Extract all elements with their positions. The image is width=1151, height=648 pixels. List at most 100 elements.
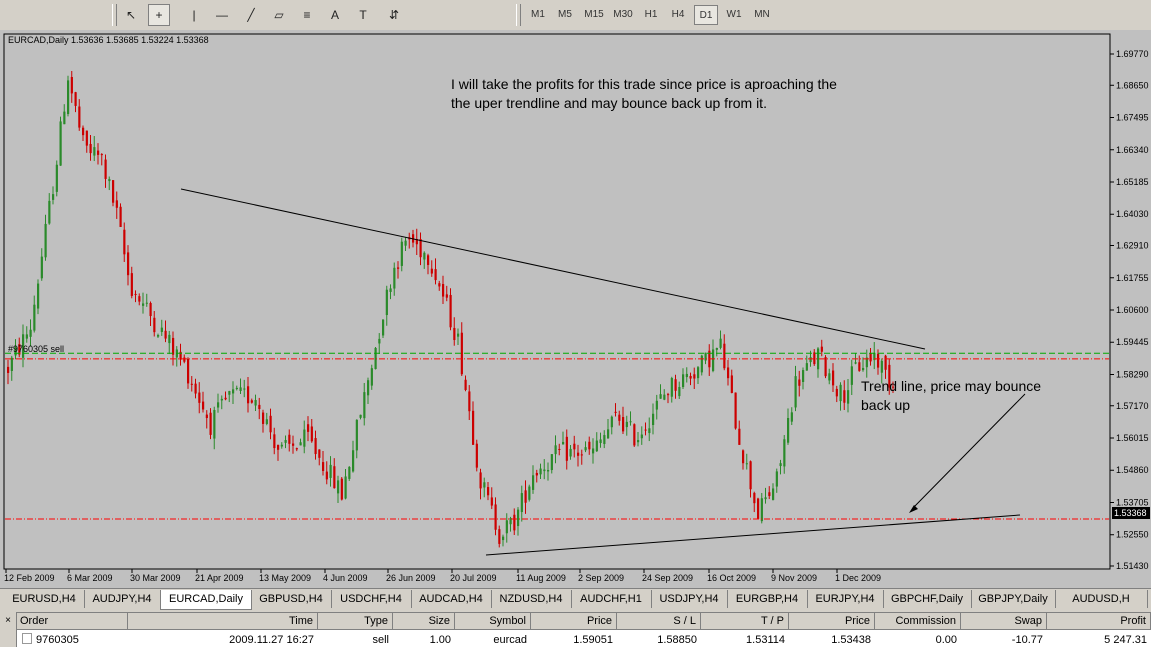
text-label-icon[interactable]: T: [359, 8, 367, 22]
timeframe-mn[interactable]: MN: [754, 9, 770, 20]
col-profit[interactable]: Profit: [1047, 613, 1151, 630]
col-tp[interactable]: T / P: [701, 613, 789, 630]
toolbar-grip[interactable]: [516, 4, 521, 26]
tab-audcad-h4[interactable]: AUDCAD,H4: [411, 590, 492, 608]
candle-body: [865, 357, 868, 368]
y-tick-label: 1.64030: [1116, 209, 1149, 219]
tab-usdjpy-h4[interactable]: USDJPY,H4: [651, 590, 728, 608]
chart-window[interactable]: EURCAD,Daily 1.53636 1.53685 1.53224 1.5…: [0, 30, 1151, 588]
candle-body: [539, 468, 542, 475]
candle-body: [483, 482, 486, 488]
y-tick-label: 1.51430: [1116, 561, 1149, 571]
candle-body: [528, 486, 531, 500]
candle-body: [723, 343, 726, 369]
candle-body: [558, 448, 561, 450]
upper-trendline[interactable]: [180, 188, 926, 350]
col-time[interactable]: Time: [128, 613, 318, 630]
col-swap[interactable]: Swap: [961, 613, 1047, 630]
x-tick-label: 20 Jul 2009: [450, 573, 497, 583]
tab-audjpy-h4[interactable]: AUDJPY,H4: [84, 590, 161, 608]
tab-audusd-h[interactable]: AUDUSD,H: [1055, 590, 1148, 608]
candle-body: [220, 398, 223, 401]
candle-body: [179, 351, 182, 360]
col-current-price[interactable]: Price: [789, 613, 875, 630]
timeframe-m5[interactable]: M5: [558, 9, 572, 20]
timeframe-h4[interactable]: H4: [671, 9, 685, 20]
timeframe-m30[interactable]: M30: [613, 9, 633, 20]
candle-body: [142, 303, 145, 306]
candle-body: [262, 412, 265, 424]
annotation-top-line2[interactable]: the uper trendline and may bounce back u…: [451, 95, 767, 111]
col-order[interactable]: Order: [16, 613, 128, 630]
timeframe-w1[interactable]: W1: [726, 9, 742, 20]
annotation-right-line2[interactable]: back up: [861, 397, 910, 413]
candle-body: [213, 409, 216, 439]
equidistant-channel-icon[interactable]: ▱: [274, 8, 284, 22]
col-symbol[interactable]: Symbol: [455, 613, 531, 630]
candles: [7, 70, 895, 548]
candle-body: [348, 467, 351, 479]
candle-body: [52, 194, 55, 200]
tab-eurjpy-h4[interactable]: EURJPY,H4: [807, 590, 884, 608]
timeframe-m15[interactable]: M15: [584, 9, 604, 20]
col-type[interactable]: Type: [318, 613, 393, 630]
toolbar-grip[interactable]: [112, 4, 117, 26]
order-symbol: eurcad: [493, 634, 527, 646]
col-size[interactable]: Size: [393, 613, 455, 630]
tab-eurcad-daily[interactable]: EURCAD,Daily: [160, 590, 252, 610]
order-icon: [22, 633, 32, 644]
cursor-icon[interactable]: ↖: [125, 8, 137, 22]
candle-body: [892, 386, 895, 388]
tab-eurgbp-h4[interactable]: EURGBP,H4: [727, 590, 808, 608]
arrows-icon[interactable]: ⇵: [388, 8, 400, 22]
tab-gbpusd-h4[interactable]: GBPUSD,H4: [251, 590, 332, 608]
terminal-close-icon[interactable]: ×: [0, 612, 17, 647]
candle-body: [832, 370, 835, 386]
candle-body: [232, 389, 235, 394]
horizontal-line-icon[interactable]: —: [216, 8, 228, 22]
candle-body: [378, 338, 381, 344]
price-chart[interactable]: EURCAD,Daily 1.53636 1.53685 1.53224 1.5…: [0, 30, 1151, 588]
col-commission[interactable]: Commission: [875, 613, 961, 630]
candle-body: [89, 143, 92, 154]
col-sl[interactable]: S / L: [617, 613, 701, 630]
tab-usdchf-h4[interactable]: USDCHF,H4: [331, 590, 412, 608]
tab-nzdusd-h4[interactable]: NZDUSD,H4: [491, 590, 572, 608]
candle-body: [468, 391, 471, 412]
tab-gbpchf-daily[interactable]: GBPCHF,Daily: [883, 590, 972, 608]
y-tick-label: 1.61755: [1116, 273, 1149, 283]
col-price[interactable]: Price: [531, 613, 617, 630]
annotation-right-line1[interactable]: Trend line, price may bounce: [861, 378, 1041, 394]
timeframe-h1[interactable]: H1: [644, 9, 658, 20]
trendline-icon[interactable]: ╱: [247, 8, 255, 22]
candle-body: [888, 364, 891, 388]
candle-body: [622, 417, 625, 432]
lower-trendline[interactable]: [485, 514, 1021, 556]
candle-body: [108, 179, 111, 182]
crosshair-icon[interactable]: +: [148, 4, 170, 26]
candle-body: [584, 447, 587, 451]
tab-gbpjpy-daily[interactable]: GBPJPY,Daily: [971, 590, 1056, 608]
candle-body: [828, 373, 831, 381]
vertical-line-icon[interactable]: |: [192, 8, 196, 22]
candle-body: [745, 463, 748, 465]
arrow-line[interactable]: [912, 393, 1026, 509]
candle-body: [880, 360, 883, 373]
timeframe-m1[interactable]: M1: [531, 9, 545, 20]
candle-body: [355, 419, 358, 451]
x-tick-label: 30 Mar 2009: [130, 573, 181, 583]
candle-body: [303, 429, 306, 447]
candle-body: [445, 294, 448, 298]
timeframe-d1[interactable]: D1: [694, 5, 718, 25]
candle-body: [453, 327, 456, 341]
tab-eurusd-h4[interactable]: EURUSD,H4: [4, 590, 85, 608]
tab-audchf-h1[interactable]: AUDCHF,H1: [571, 590, 652, 608]
candle-body: [682, 374, 685, 388]
plot-area[interactable]: [3, 33, 1111, 570]
text-icon[interactable]: A: [330, 8, 339, 22]
fibonacci-icon[interactable]: ≡: [303, 8, 311, 22]
candle-body: [430, 268, 433, 274]
candle-body: [839, 384, 842, 402]
annotation-top-line1[interactable]: I will take the profits for this trade s…: [451, 76, 837, 92]
candle-body: [33, 304, 36, 331]
